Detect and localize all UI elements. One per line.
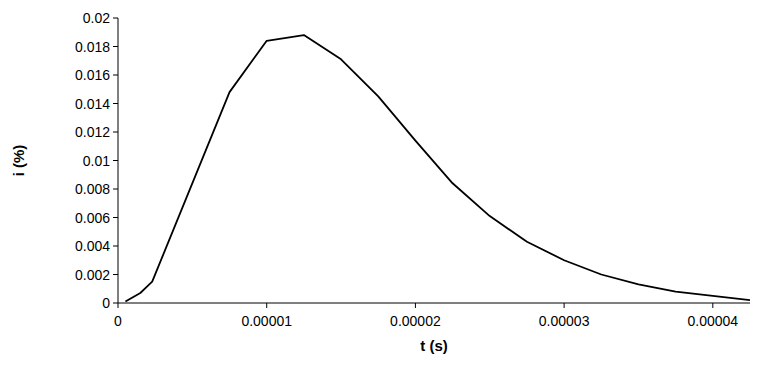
x-tick	[415, 303, 416, 308]
plot-area	[125, 35, 750, 301]
x-tick	[266, 303, 267, 308]
y-tick-label: 0.02	[83, 10, 110, 26]
y-tick-label: 0.004	[75, 238, 110, 254]
y-tick	[113, 132, 118, 133]
x-tick	[118, 303, 119, 308]
x-tick-label: 0.00002	[390, 313, 441, 329]
y-tick-label: 0.014	[75, 96, 110, 112]
x-axis-title: t (s)	[420, 337, 448, 354]
y-tick-label: 0.016	[75, 67, 110, 83]
y-tick-label: 0.018	[75, 39, 110, 55]
x-axis	[118, 303, 750, 304]
x-tick-label: 0	[114, 313, 122, 329]
y-tick	[113, 246, 118, 247]
y-tick	[113, 274, 118, 275]
y-tick	[113, 217, 118, 218]
x-tick	[564, 303, 565, 308]
y-tick	[113, 46, 118, 47]
y-tick	[113, 75, 118, 76]
y-tick	[113, 18, 118, 19]
y-tick-label: 0.012	[75, 124, 110, 140]
x-tick-label: 0.00001	[241, 313, 292, 329]
chart: 0 0.002 0.004 0.006 0.008 0.01 0.012 0.014 0.016…	[0, 0, 772, 390]
line-series	[125, 35, 750, 301]
x-tick	[712, 303, 713, 308]
y-tick-label: 0.01	[83, 153, 110, 169]
y-axis-title: i (%)	[10, 145, 27, 177]
x-tick-label: 0.00003	[539, 313, 590, 329]
y-tick-label: 0	[102, 295, 110, 311]
y-tick	[113, 303, 118, 304]
y-tick	[113, 189, 118, 190]
x-tick-label: 0.00004	[688, 313, 739, 329]
y-tick-label: 0.008	[75, 181, 110, 197]
y-tick	[113, 103, 118, 104]
y-tick-label: 0.002	[75, 267, 110, 283]
y-tick-label: 0.006	[75, 210, 110, 226]
y-tick	[113, 160, 118, 161]
